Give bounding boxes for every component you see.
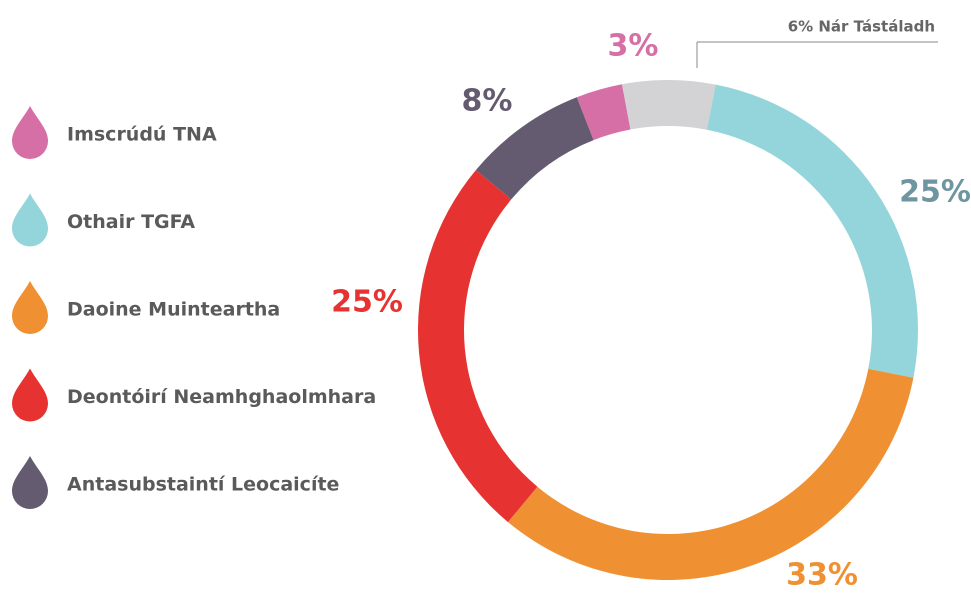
donut-segment xyxy=(507,368,914,581)
legend-label: Antasubstaintí Leocaicíte xyxy=(67,474,339,496)
legend-drop xyxy=(12,193,48,247)
legend-label: Daoine Muinteartha xyxy=(67,299,280,321)
legend-drop xyxy=(12,106,48,159)
legend-label: Imscrúdú TNA xyxy=(67,124,217,146)
legend-label: Deontóirí Neamhghaolmhara xyxy=(67,386,376,408)
donut-segment xyxy=(417,169,538,523)
donut-segment xyxy=(475,97,594,200)
legend-drop xyxy=(12,456,48,509)
data-label: 33% xyxy=(786,558,858,591)
legend-label: Othair TGFA xyxy=(67,211,195,233)
donut-segment xyxy=(576,84,631,141)
data-label: 8% xyxy=(462,84,513,119)
donut-segment xyxy=(622,79,716,130)
data-label: 3% xyxy=(608,29,659,64)
data-label: 6% Nár Tástáladh xyxy=(788,18,935,36)
legend-drop xyxy=(12,368,48,422)
data-label: 25% xyxy=(899,175,971,210)
donut-segment xyxy=(706,84,918,378)
legend-drop xyxy=(12,281,48,334)
data-label: 25% xyxy=(331,285,403,320)
